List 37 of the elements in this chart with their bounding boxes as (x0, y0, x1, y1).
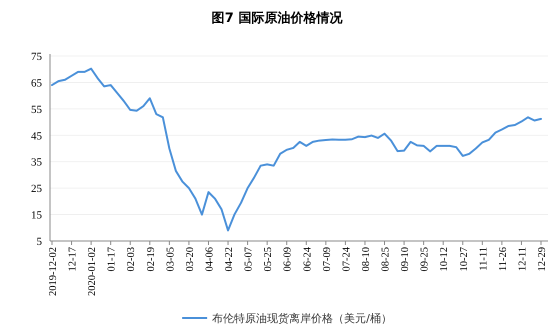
x-tick-label: 05-07 (244, 247, 255, 272)
x-tick-label: 02-03 (126, 247, 138, 272)
x-tick-label: 06-24 (302, 246, 314, 272)
y-tick-label: 65 (31, 77, 42, 90)
x-tick-label: 03-20 (184, 247, 196, 272)
legend-label: 布伦特原油现货离岸价格（美元/桶） (212, 312, 392, 325)
x-tick-label: 04-06 (204, 247, 216, 272)
x-tick-label: 11-26 (498, 247, 509, 272)
line-series (51, 68, 542, 232)
y-tick-label: 35 (31, 156, 42, 169)
x-tick-label: 11-11 (478, 247, 490, 271)
x-tick-label: 10-12 (439, 247, 450, 272)
x-tick-label: 2019-12-02 (48, 247, 59, 296)
y-tick-label: 5 (36, 236, 42, 248)
x-tick-label: 04-22 (224, 247, 236, 272)
x-tick-label: 2020-01-02 (87, 247, 98, 296)
y-tick-label: 55 (31, 104, 42, 116)
y-tick-label: 15 (31, 210, 42, 222)
x-tick-label: 01-17 (106, 247, 118, 272)
x-tick-label: 08-25 (380, 247, 392, 272)
x-tick-label: 07-24 (341, 246, 352, 272)
x-tick-label: 12-17 (68, 247, 79, 272)
x-tick-label: 05-25 (263, 247, 274, 272)
x-tick-label: 08-10 (360, 247, 372, 272)
x-tick-label: 12-29 (537, 247, 548, 272)
x-tick-label: 07-09 (322, 247, 333, 272)
x-tick-label: 06-09 (282, 247, 294, 272)
x-tick-label: 02-19 (146, 247, 157, 272)
y-tick-label: 75 (31, 51, 42, 63)
x-tick-label: 09-10 (400, 247, 412, 272)
y-tick-label: 45 (31, 130, 42, 142)
x-tick-label: 10-27 (458, 247, 470, 272)
x-tick-label: 09-25 (420, 247, 431, 272)
chart-title: 图7 国际原油价格情况 (212, 11, 344, 26)
y-tick-label: 25 (31, 183, 42, 196)
x-tick-label: 03-05 (165, 247, 176, 272)
x-tick-label: 12-11 (517, 247, 528, 272)
